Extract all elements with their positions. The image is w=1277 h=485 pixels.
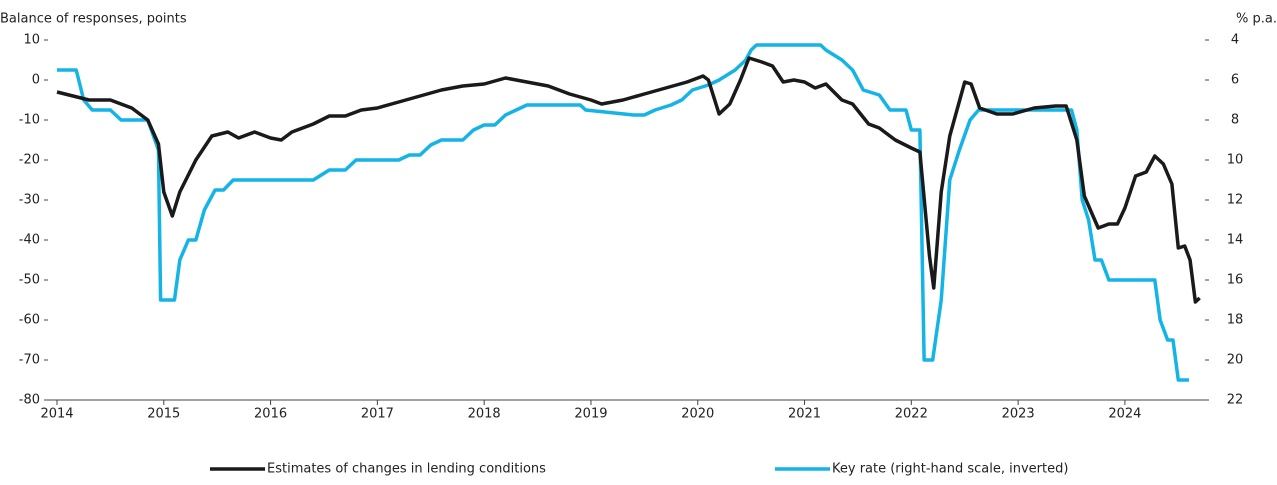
y2-tick-label: 12 bbox=[1227, 193, 1244, 208]
x-tick-label: 2021 bbox=[788, 407, 821, 422]
x-tick-label: 2015 bbox=[147, 407, 180, 422]
y-tick-label: 0 bbox=[32, 73, 40, 88]
legend-label: Key rate (right-hand scale, inverted) bbox=[832, 462, 1068, 477]
y-tick-label: -70 bbox=[19, 353, 40, 368]
legend-label: Estimates of changes in lending conditio… bbox=[267, 462, 546, 477]
x-tick-label: 2018 bbox=[468, 407, 501, 422]
y2-tick-label: 8 bbox=[1231, 113, 1239, 128]
y2-tick-label: 6 bbox=[1231, 73, 1239, 88]
y-tick-label: -30 bbox=[19, 193, 40, 208]
y2-tick-label: 14 bbox=[1227, 233, 1244, 248]
series-line bbox=[57, 43, 1189, 382]
x-tick-label: 2024 bbox=[1108, 407, 1141, 422]
y-tick-label: -10 bbox=[19, 113, 40, 128]
y2-tick-label: 4 bbox=[1231, 33, 1239, 48]
x-tick-label: 2022 bbox=[895, 407, 928, 422]
y2-tick-label: 10 bbox=[1227, 153, 1244, 168]
x-tick-label: 2016 bbox=[254, 407, 287, 422]
x-tick-label: 2019 bbox=[574, 407, 607, 422]
x-tick-label: 2023 bbox=[1002, 407, 1035, 422]
x-tick-label: 2020 bbox=[681, 407, 714, 422]
x-tick-label: 2014 bbox=[40, 407, 73, 422]
y2-tick-label: 16 bbox=[1227, 273, 1244, 288]
y-axis-label: Balance of responses, points bbox=[0, 12, 187, 27]
y-tick-label: -50 bbox=[19, 273, 40, 288]
series-line bbox=[56, 56, 1201, 304]
y-tick-label: -40 bbox=[19, 233, 40, 248]
y-tick-label: -20 bbox=[19, 153, 40, 168]
y2-tick-label: 18 bbox=[1227, 313, 1244, 328]
y2-tick-label: 22 bbox=[1227, 393, 1244, 408]
x-tick-label: 2017 bbox=[361, 407, 394, 422]
y-tick-label: -60 bbox=[19, 313, 40, 328]
y2-tick-label: 20 bbox=[1227, 353, 1244, 368]
y-tick-label: 10 bbox=[23, 33, 40, 48]
y2-axis-label: % p.a. bbox=[1236, 12, 1277, 27]
y-tick-label: -80 bbox=[19, 393, 40, 408]
